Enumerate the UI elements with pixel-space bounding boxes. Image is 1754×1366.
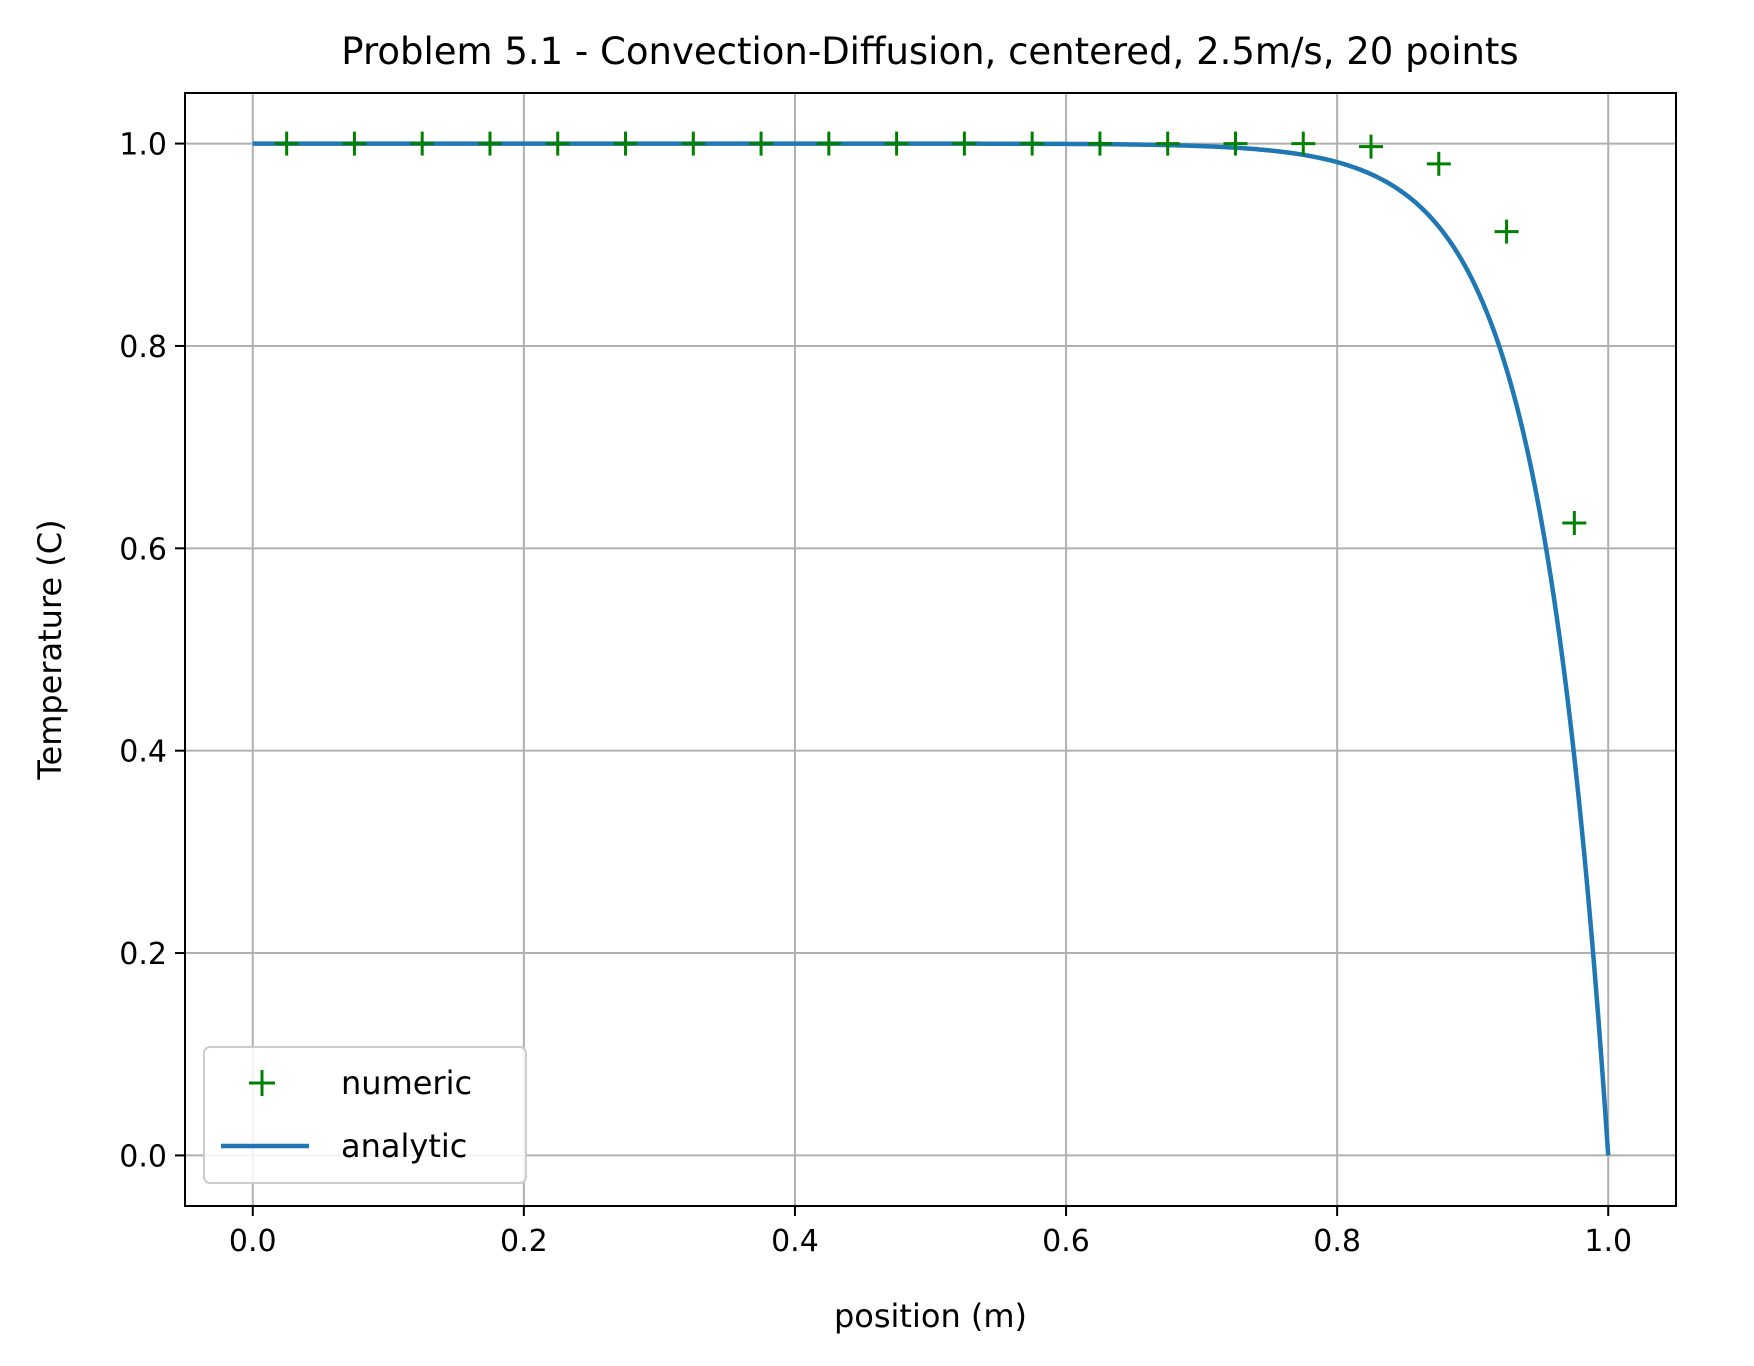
y-axis-label: Temperature (C) — [31, 519, 69, 780]
y-tick-label: 0.2 — [119, 937, 167, 972]
axis-ticks: 0.0 0.2 0.4 0.6 0.8 1.0 0.0 0.2 0.4 0.6 0.8 1.0 — [119, 128, 1632, 1259]
numeric-point — [681, 131, 706, 156]
y-tick-label: 0.6 — [119, 532, 167, 567]
y-tick-label: 1.0 — [119, 128, 167, 163]
grid-lines — [185, 93, 1676, 1206]
numeric-point — [613, 131, 638, 156]
numeric-point — [1494, 219, 1519, 244]
x-tick-label: 0.2 — [500, 1224, 548, 1259]
x-tick-label: 0.8 — [1313, 1224, 1361, 1259]
x-tick-label: 1.0 — [1584, 1224, 1632, 1259]
legend-label-numeric: numeric — [341, 1064, 472, 1102]
y-tick-label: 0.4 — [119, 735, 167, 770]
numeric-point — [410, 131, 435, 156]
y-tick-label: 0.0 — [119, 1139, 167, 1174]
legend: numeric analytic — [203, 1046, 527, 1184]
numeric-point — [1562, 511, 1587, 536]
numeric-point — [1020, 131, 1045, 156]
numeric-point — [1359, 134, 1384, 159]
numeric-point — [342, 131, 367, 156]
numeric-point — [749, 131, 774, 156]
numeric-point — [1223, 131, 1248, 156]
numeric-point — [1155, 131, 1180, 156]
numeric-point — [1291, 131, 1316, 156]
y-tick-label: 0.8 — [119, 330, 167, 365]
legend-box — [203, 1046, 527, 1184]
numeric-point — [1087, 131, 1112, 156]
numeric-point — [274, 131, 299, 156]
chart-title: Problem 5.1 - Convection-Diffusion, cent… — [341, 30, 1518, 73]
numeric-point — [952, 131, 977, 156]
numeric-point — [816, 131, 841, 156]
plot-area — [252, 131, 1611, 1156]
numeric-point — [884, 131, 909, 156]
legend-numeric-marker-icon — [249, 1070, 275, 1096]
numeric-point — [477, 131, 502, 156]
x-tick-label: 0.6 — [1042, 1224, 1090, 1259]
numeric-point — [1426, 151, 1451, 176]
axes-frame — [184, 92, 1677, 1207]
x-axis-label: position (m) — [834, 1297, 1027, 1335]
x-tick-label: 0.4 — [771, 1224, 819, 1259]
x-tick-label: 0.0 — [229, 1224, 277, 1259]
legend-label-analytic: analytic — [341, 1127, 467, 1165]
numeric-point — [545, 131, 570, 156]
